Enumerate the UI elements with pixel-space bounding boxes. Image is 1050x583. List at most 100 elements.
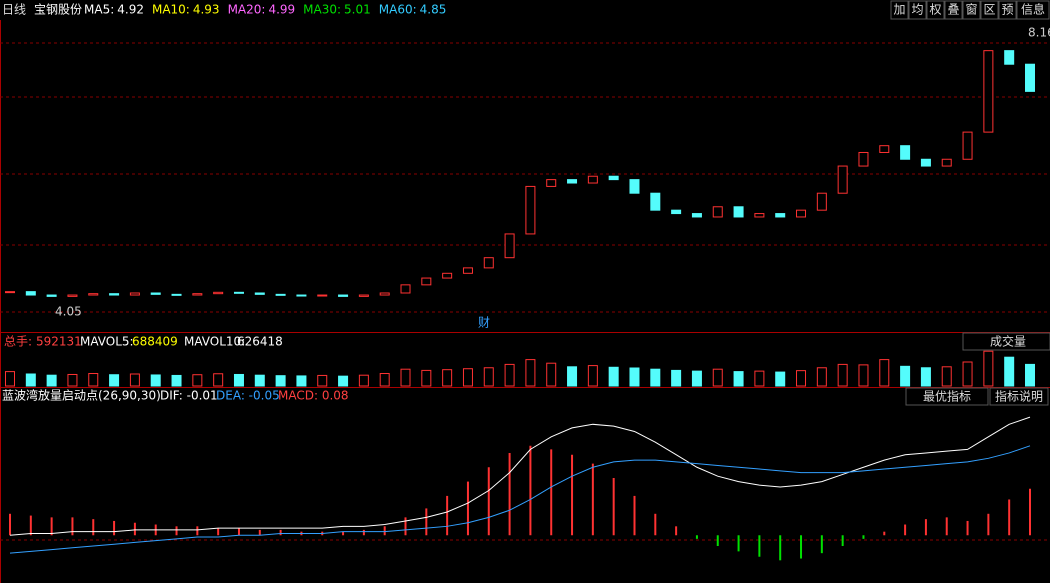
toolbar-button[interactable] [908,0,927,20]
candle [941,158,952,167]
volume-bar [691,370,702,387]
volume-bar [754,370,765,387]
toolbar-button[interactable] [980,0,999,20]
candle [608,175,619,181]
candle [150,292,161,295]
toolbar-button-label[interactable]: 加 [893,3,905,17]
toolbar-button[interactable] [926,0,945,20]
candle [317,294,328,297]
mavol10-name: MAVOL10: [184,335,245,349]
candle [858,151,869,167]
candle [567,179,578,184]
candle [796,209,807,218]
low-marker: 4.05 [55,305,82,319]
volume-bar [858,364,869,387]
candle [816,192,827,211]
grid [0,42,1050,541]
candle [775,213,786,218]
toolbar-button-label[interactable]: 窗 [965,3,977,17]
candle [525,185,536,235]
volume-bar [1025,363,1035,387]
toolbar-button[interactable] [998,0,1017,20]
toolbar-button[interactable] [962,0,981,20]
volume-bar [129,373,140,387]
candle [837,165,848,194]
candle [1025,63,1035,92]
candle [712,206,723,218]
candle [1004,50,1015,65]
volume-bar [171,374,182,387]
stock-name: 宝钢股份 [34,3,82,17]
candle [275,293,286,296]
candle [900,145,911,160]
candle [213,291,224,295]
candle [296,294,307,297]
volume-bar [358,374,369,387]
candle [650,192,661,211]
candle [421,277,432,286]
volume-bar [5,371,15,387]
mavol5-value: 688409 [132,335,178,349]
candle [504,233,515,259]
toolbar-button-label[interactable]: 预 [1001,3,1013,17]
dea-line [9,445,1031,554]
volume-bar [67,373,78,387]
volume-bar [400,368,411,387]
volume-bar [900,365,911,387]
toolbar-button-label[interactable]: 叠 [947,3,959,17]
toolbar-button-label[interactable]: 权 [929,3,941,17]
indicator-help-button[interactable] [989,387,1049,406]
candle [254,292,265,295]
ma-name: MA20: [228,3,266,17]
ma-value: 4.92 [117,3,144,17]
vol-total-name: 总手: [4,335,32,349]
toolbar-button[interactable] [1016,0,1050,20]
ma-value: 5.01 [344,3,371,17]
volume-bar [442,369,453,387]
volume-bar [920,367,931,387]
candle [233,291,244,294]
volume-button-label[interactable]: 成交量 [990,334,1026,349]
volume-bar [1004,356,1015,387]
toolbar-button[interactable] [890,0,909,20]
volume-bar [671,369,682,387]
candle [442,272,453,279]
volume-bar [109,374,120,387]
toolbar-button-label[interactable]: 均 [911,3,923,17]
volume-button[interactable] [962,332,1050,351]
candle [691,213,702,218]
candle [879,145,890,153]
volume-bar [379,373,390,387]
volume-bar [504,363,515,387]
volume-bar [275,375,286,387]
volume-bar [796,370,807,387]
volume-bar [546,362,557,387]
candle [46,294,57,297]
high-marker: 8.16 [1028,26,1050,40]
dif-label: DIF: -0.01 [160,389,218,403]
volume-bar [421,369,432,387]
volume-bar [941,366,952,387]
candle [25,291,36,296]
volume-bar [338,375,349,387]
event-marker: 财 [478,316,490,330]
toolbar-button-label[interactable]: 区 [983,3,995,17]
candle [962,131,973,160]
button-label[interactable]: 最优指标 [923,389,971,404]
toolbar-button[interactable] [944,0,963,20]
ma-value: 4.99 [268,3,295,17]
ma-value: 4.93 [193,3,220,17]
volume-bar [233,373,244,387]
button-label[interactable]: 指标说明 [995,389,1043,404]
candle [546,179,557,187]
volume-bar [587,365,598,387]
volume-bar [150,374,161,387]
best-indicator-button[interactable] [905,387,989,406]
volume-bar [296,375,307,387]
toolbar-button-label[interactable]: 信息 [1021,2,1045,17]
volume-bar [462,368,473,387]
period-label: 日线 [2,3,26,17]
